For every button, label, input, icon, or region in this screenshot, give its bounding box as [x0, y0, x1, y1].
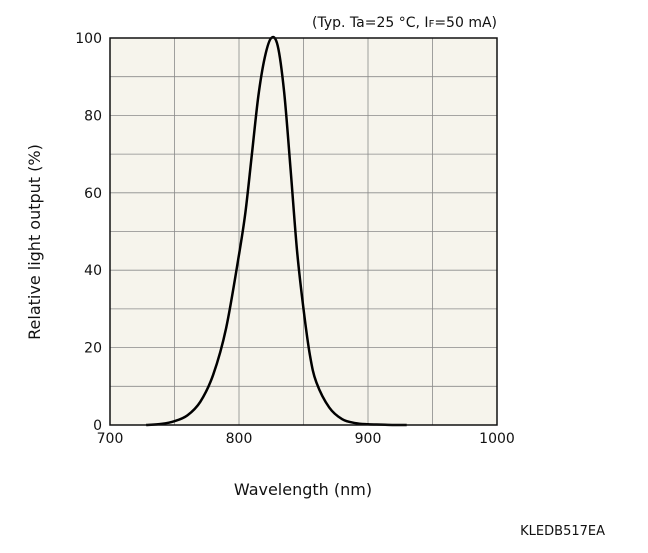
- y-tick-label: 20: [84, 341, 102, 357]
- spectrum-curve: [146, 35, 407, 427]
- figure-code: KLEDB517EA: [520, 524, 605, 539]
- forward-current-subscript: F: [429, 19, 435, 30]
- y-tick-label: 100: [75, 31, 102, 47]
- y-tick-label: 60: [84, 186, 102, 202]
- x-tick-labels: 700 800 900 1000: [97, 431, 515, 447]
- grid-lines: [110, 38, 497, 425]
- y-tick-label: 40: [84, 263, 102, 279]
- conditions-close: =50 mA): [434, 15, 497, 31]
- x-axis-label: Wavelength (nm): [234, 480, 372, 499]
- y-tick-label: 0: [93, 418, 102, 434]
- y-tick-label: 80: [84, 108, 102, 124]
- x-tick-label: 1000: [479, 431, 515, 447]
- series-curves: [146, 35, 407, 427]
- x-tick-label: 900: [355, 431, 382, 447]
- plot-frame: [109, 37, 498, 426]
- y-tick-labels: 0 20 40 60 80 100: [75, 31, 102, 434]
- forward-current-symbol: I: [424, 15, 428, 31]
- conditions-open: (Typ. Ta=25 °C,: [312, 15, 424, 31]
- x-tick-label: 800: [226, 431, 253, 447]
- y-axis-label: Relative light output (%): [25, 144, 44, 340]
- x-tick-label: 700: [97, 431, 124, 447]
- conditions-label: (Typ. Ta=25 °C, IF=50 mA): [312, 15, 497, 31]
